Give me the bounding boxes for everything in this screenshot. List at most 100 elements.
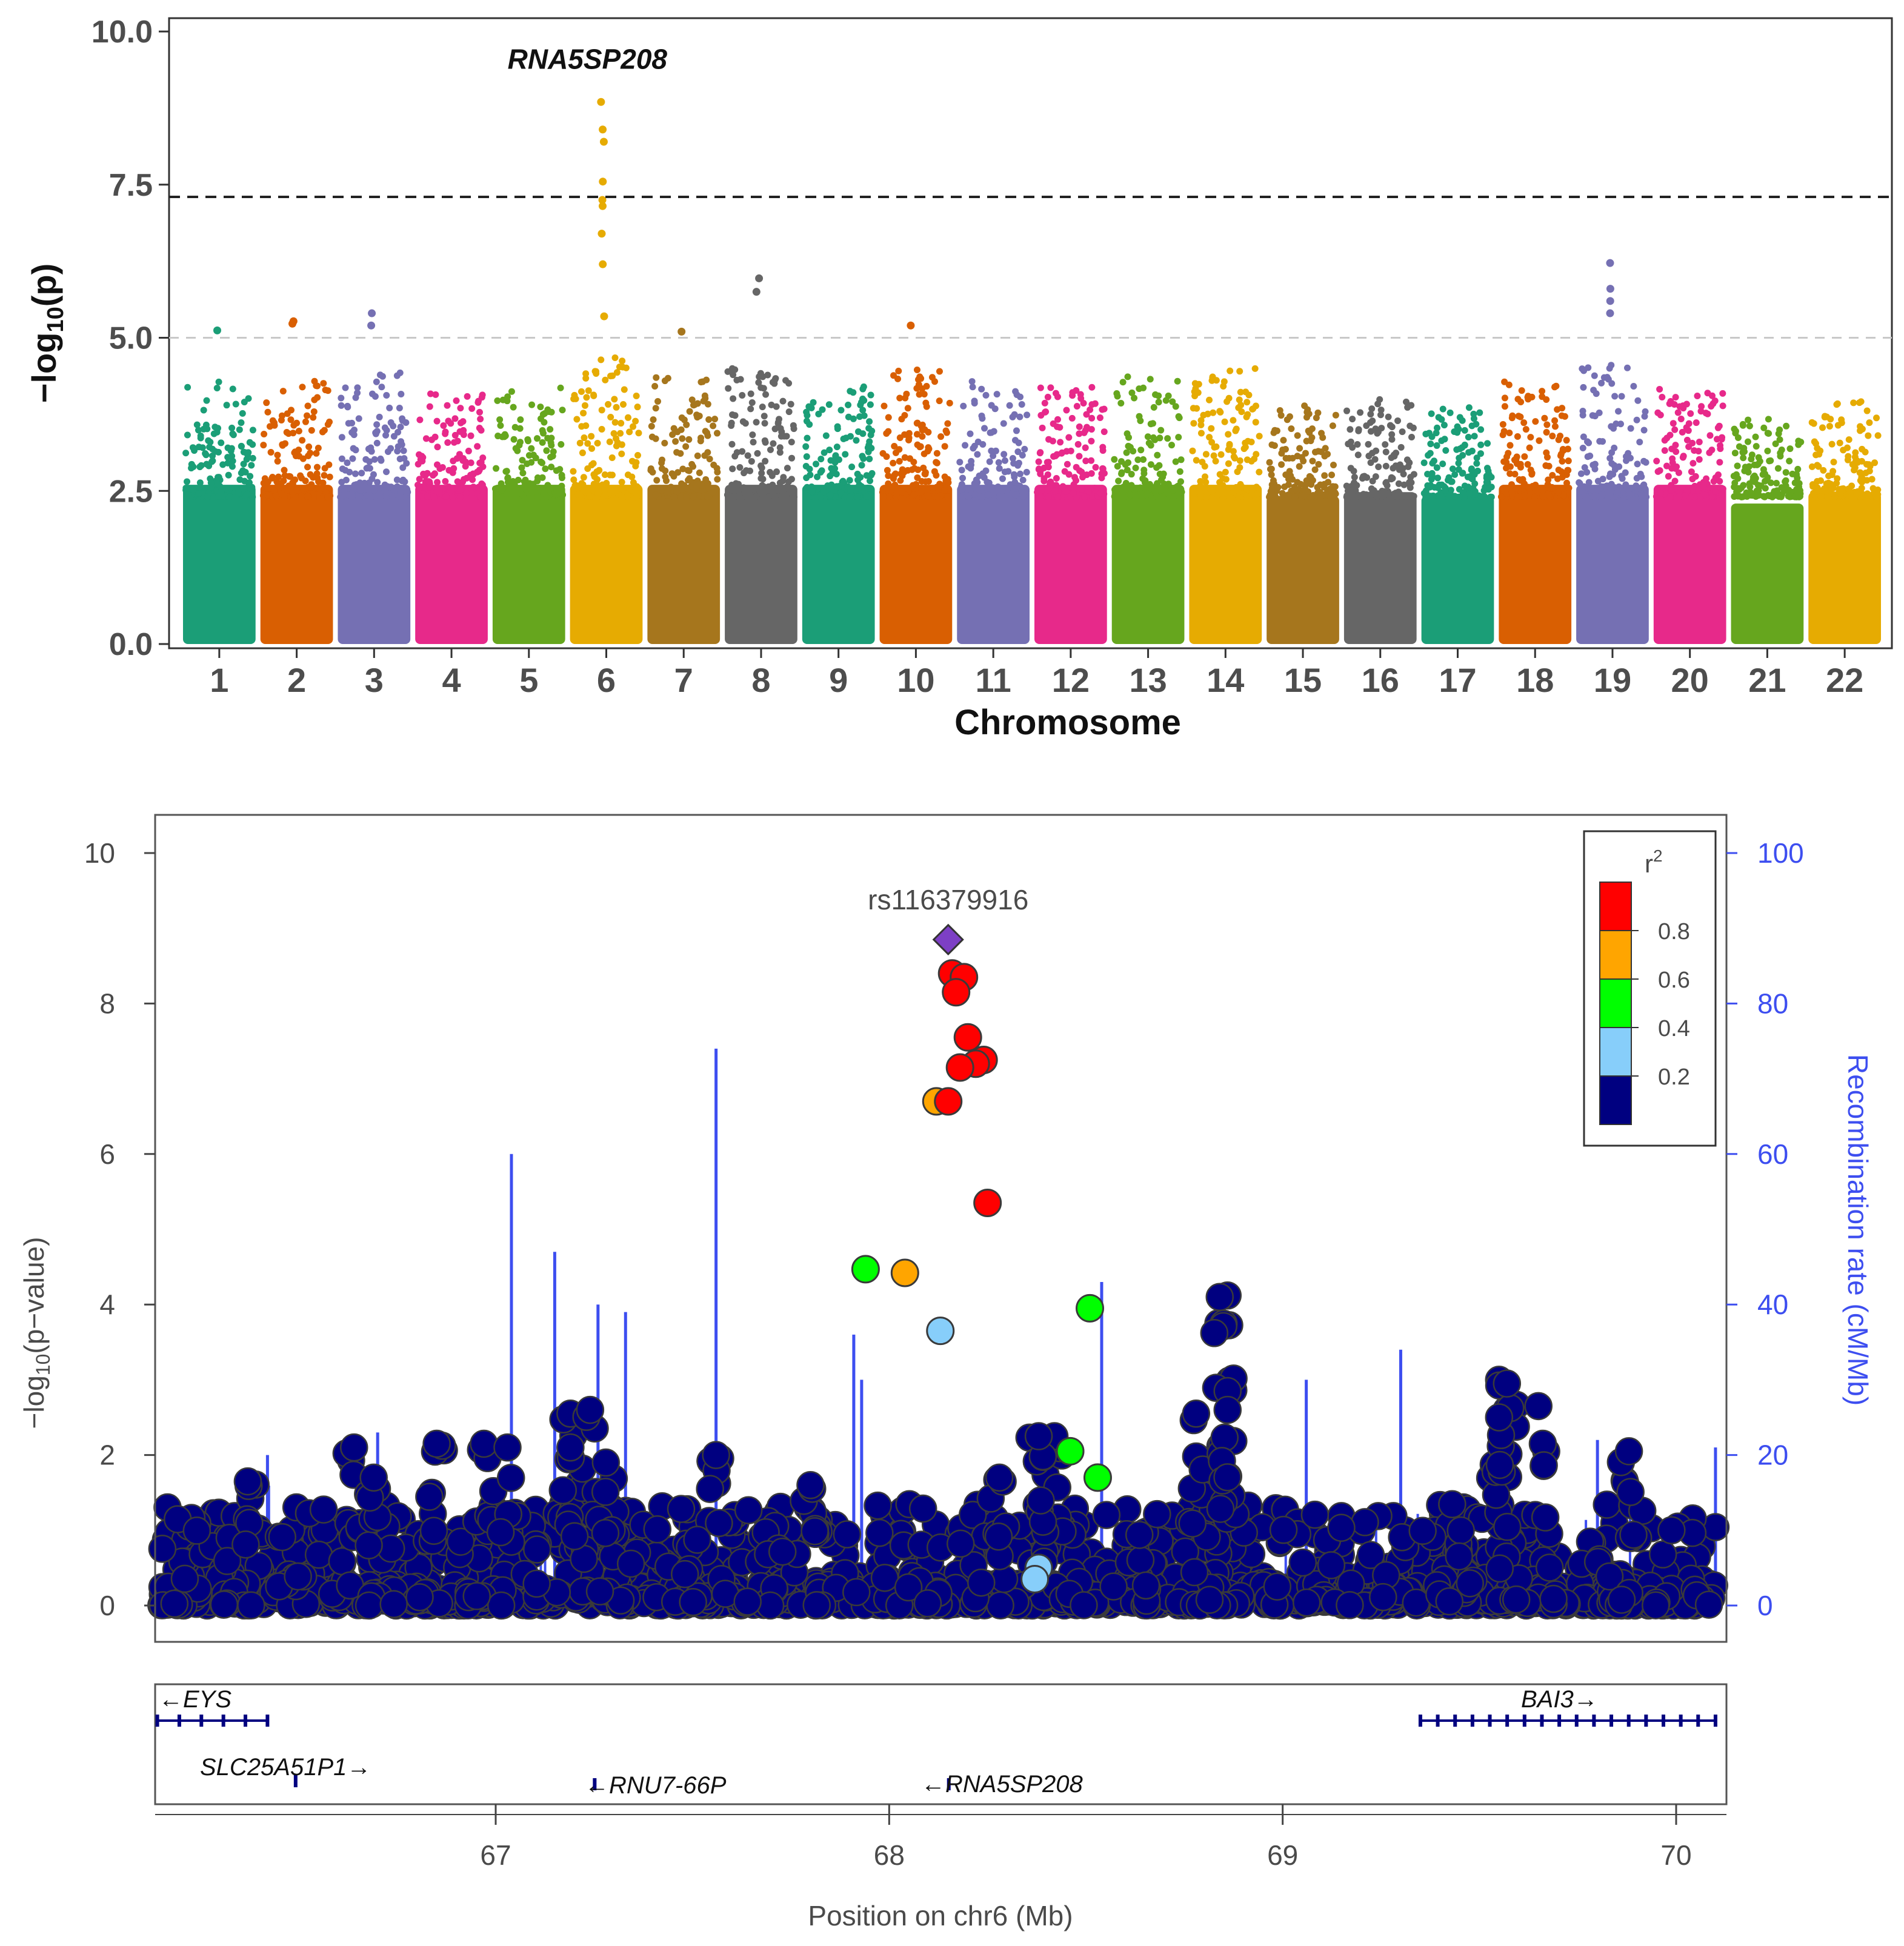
snp-point: [305, 443, 313, 450]
snp-point: [1096, 414, 1103, 422]
chromosome-tick-label: 16: [1362, 661, 1399, 699]
manhattan-y-axis: 0.02.55.07.510.0: [92, 15, 169, 662]
snp-point: [941, 486, 948, 494]
snp-point: [1557, 451, 1565, 458]
snp-point: [1200, 411, 1207, 419]
snp-point: [1773, 479, 1780, 486]
snp-point: [1623, 364, 1631, 371]
snp-point: [1322, 491, 1329, 498]
snp-point: [259, 492, 267, 499]
snp-point: [1006, 402, 1013, 409]
snp-point: [1551, 417, 1559, 424]
snp-point: [1856, 399, 1863, 407]
snp-point: [195, 443, 202, 451]
snp-point: [457, 486, 464, 494]
snp-point: [1143, 492, 1150, 499]
snp-point: [1439, 460, 1446, 468]
snp-point: [857, 474, 864, 481]
snp-point: [1283, 416, 1291, 423]
snp-point: [436, 488, 443, 495]
snp-point: [804, 483, 811, 491]
snp-point: [885, 414, 892, 421]
snp-point: [1405, 463, 1412, 470]
snp-point: [1850, 399, 1857, 407]
snp-point: [1551, 423, 1559, 430]
snp-point: [202, 450, 209, 457]
snp-point: [1470, 410, 1477, 417]
snp-point: [310, 493, 318, 500]
chromosome-tick-label: 11: [976, 661, 1011, 699]
snp-point: [1471, 433, 1478, 440]
snp-point: [289, 479, 296, 486]
snp-point: [693, 485, 700, 493]
snp-point: [278, 479, 285, 486]
snp-point: [1579, 365, 1586, 373]
chromosome-1-dense-points: [183, 485, 256, 644]
snp-point: [842, 1578, 871, 1607]
snp-point: [613, 403, 620, 411]
snp-point: [1368, 405, 1376, 413]
snp-point: [1577, 470, 1585, 477]
snp-point: [858, 462, 865, 469]
snp-point: [224, 444, 231, 451]
snp-point: [768, 1537, 797, 1566]
snp-point: [558, 471, 565, 479]
snp-point: [583, 394, 590, 401]
snp-point: [944, 493, 951, 500]
snp-point: [1216, 471, 1223, 478]
snp-point: [1056, 423, 1064, 431]
snp-point: [1531, 493, 1539, 500]
snp-point: [1285, 481, 1292, 488]
snp-point: [1745, 416, 1752, 423]
snp-point: [690, 479, 697, 486]
snp-point: [1367, 428, 1374, 435]
snp-point: [1131, 1571, 1160, 1600]
snp-point: [652, 491, 659, 499]
snp-point: [476, 408, 483, 416]
snp-point: [1327, 1513, 1356, 1542]
snp-point: [1020, 493, 1027, 500]
snp-point: [967, 430, 974, 437]
snp-point: [558, 482, 565, 490]
snp-point: [756, 373, 763, 380]
y-tick-label: 0.0: [109, 627, 153, 662]
snp-point: [1611, 444, 1618, 451]
snp-point: [459, 457, 467, 464]
chromosome-tick-label: 3: [365, 661, 384, 699]
snp-point: [215, 474, 222, 481]
top-hit-point: [600, 312, 608, 320]
snp-point: [522, 476, 529, 483]
snp-point: [324, 493, 331, 500]
snp-point: [1278, 450, 1285, 457]
snp-point: [1827, 480, 1834, 488]
snp-point: [1561, 413, 1568, 420]
snp-point: [1666, 493, 1674, 500]
snp-point: [1465, 404, 1473, 411]
snp-point: [681, 416, 688, 423]
snp-point: [1212, 457, 1219, 465]
snp-point: [236, 426, 243, 433]
snp-point: [748, 399, 756, 406]
snp-point: [396, 404, 403, 411]
snp-point: [1036, 493, 1044, 500]
snp-point: [1823, 413, 1830, 420]
snp-point: [859, 453, 866, 460]
snp-point: [1657, 490, 1664, 497]
manhattan-x-label: Chromosome: [954, 703, 1181, 742]
y-tick-label: 2.5: [109, 474, 153, 509]
snp-point: [1683, 400, 1690, 408]
snp-point: [1433, 464, 1440, 471]
snp-point: [1700, 483, 1707, 490]
snp-point: [759, 493, 767, 500]
snp-point: [1845, 436, 1852, 443]
snp-point: [617, 430, 624, 437]
snp-point: [1189, 447, 1196, 454]
snp-point: [1197, 421, 1205, 428]
snp-point: [1676, 403, 1683, 410]
snp-point: [865, 425, 873, 432]
snp-point: [1420, 459, 1428, 467]
snp-point: [1702, 491, 1709, 499]
snp-point: [1744, 438, 1751, 445]
snp-point: [597, 356, 605, 364]
